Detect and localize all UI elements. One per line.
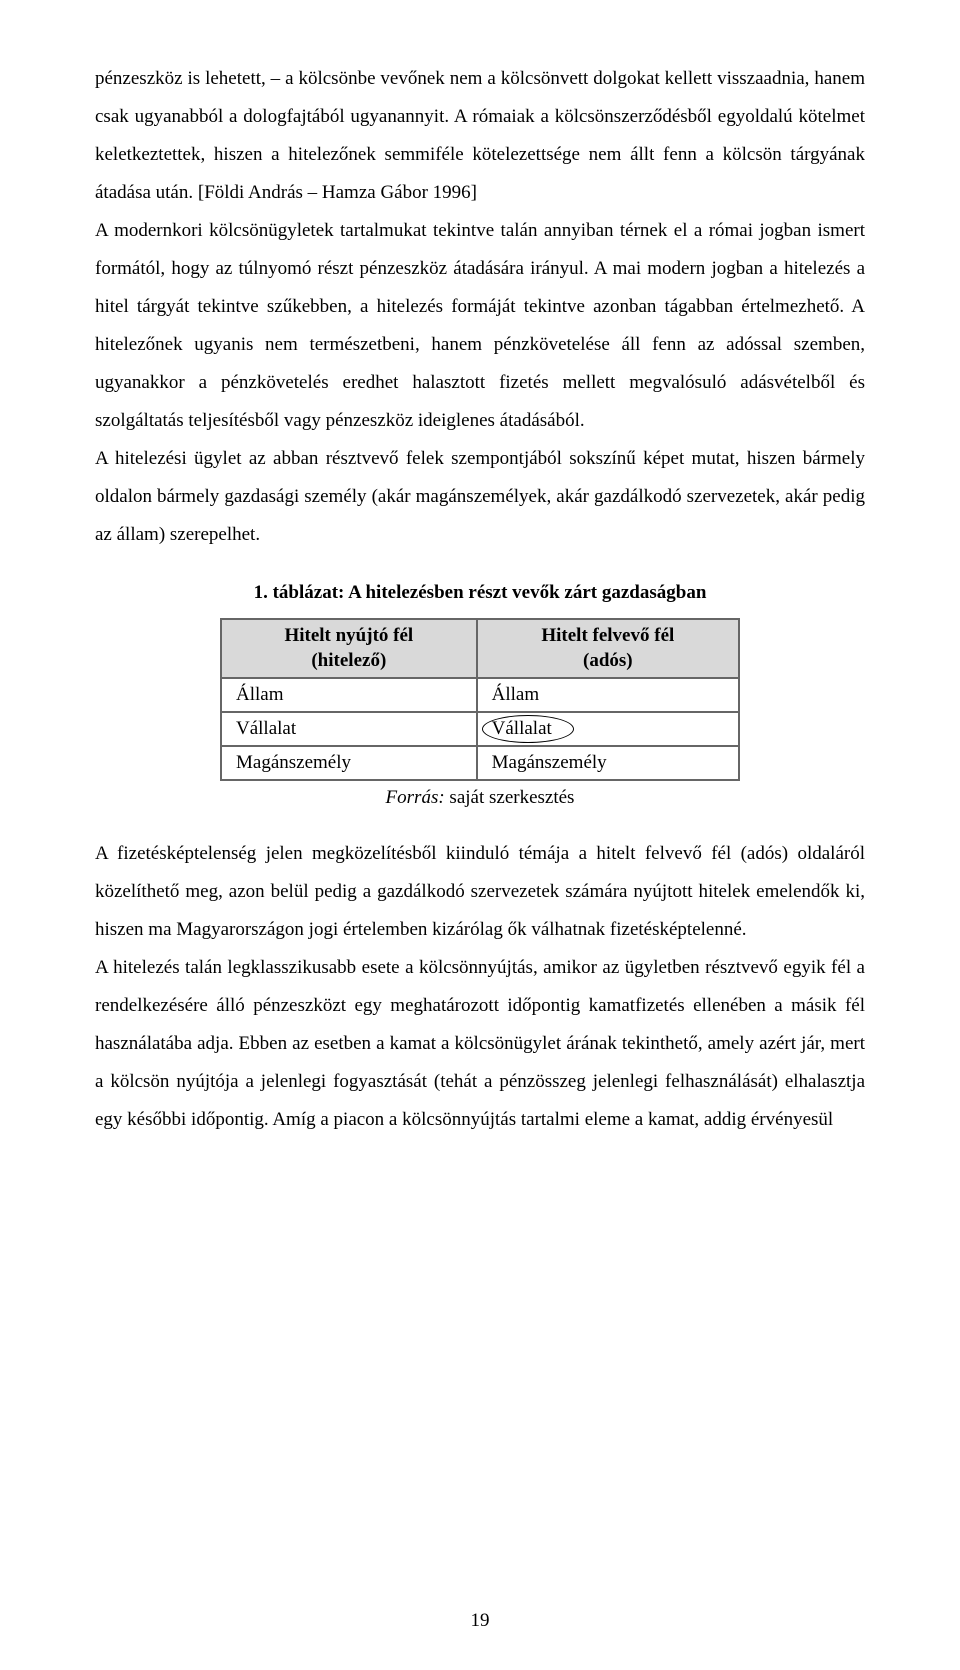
table-row: Állam Állam [221, 678, 739, 712]
circled-value-wrapper: Vállalat [492, 718, 552, 740]
source-label: Forrás: [386, 787, 445, 808]
table-cell: Magánszemély [477, 746, 739, 780]
table-cell-circled: Vállalat [477, 712, 739, 746]
table-source: Forrás: saját szerkesztés [95, 787, 865, 809]
body-paragraph: A hitelezési ügylet az abban résztvevő f… [95, 440, 865, 554]
paragraph-text: pénzeszköz is lehetett, – a kölcsönbe ve… [95, 68, 865, 203]
table-header-lender: Hitelt nyújtó fél (hitelező) [221, 619, 477, 678]
table-cell: Állam [477, 678, 739, 712]
paragraph-text: A modernkori kölcsönügyletek tartalmukat… [95, 220, 865, 431]
page-number: 19 [0, 1610, 960, 1632]
table-cell: Állam [221, 678, 477, 712]
table-cell: Vállalat [221, 712, 477, 746]
header-line: (adós) [583, 650, 633, 671]
table-header-row: Hitelt nyújtó fél (hitelező) Hitelt felv… [221, 619, 739, 678]
participants-table-wrapper: Hitelt nyújtó fél (hitelező) Hitelt felv… [95, 618, 865, 781]
participants-table: Hitelt nyújtó fél (hitelező) Hitelt felv… [220, 618, 740, 781]
table-header-borrower: Hitelt felvevő fél (adós) [477, 619, 739, 678]
cell-text: Vállalat [492, 718, 552, 739]
header-line: (hitelező) [311, 650, 386, 671]
table-row: Magánszemély Magánszemély [221, 746, 739, 780]
body-paragraph: A fizetésképtelenség jelen megközelítésb… [95, 835, 865, 949]
source-text: saját szerkesztés [445, 787, 575, 808]
body-paragraph: A hitelezés talán legklasszikusabb esete… [95, 949, 865, 1139]
body-paragraph: A modernkori kölcsönügyletek tartalmukat… [95, 212, 865, 440]
header-line: Hitelt felvevő fél [541, 625, 674, 646]
table-row: Vállalat Vállalat [221, 712, 739, 746]
paragraph-text: A hitelezési ügylet az abban résztvevő f… [95, 448, 865, 545]
paragraph-text: A hitelezés talán legklasszikusabb esete… [95, 957, 865, 1130]
table-cell: Magánszemély [221, 746, 477, 780]
paragraph-text: A fizetésképtelenség jelen megközelítésb… [95, 843, 865, 940]
body-paragraph: pénzeszköz is lehetett, – a kölcsönbe ve… [95, 60, 865, 212]
table-title: 1. táblázat: A hitelezésben részt vevők … [95, 582, 865, 604]
header-line: Hitelt nyújtó fél [284, 625, 413, 646]
